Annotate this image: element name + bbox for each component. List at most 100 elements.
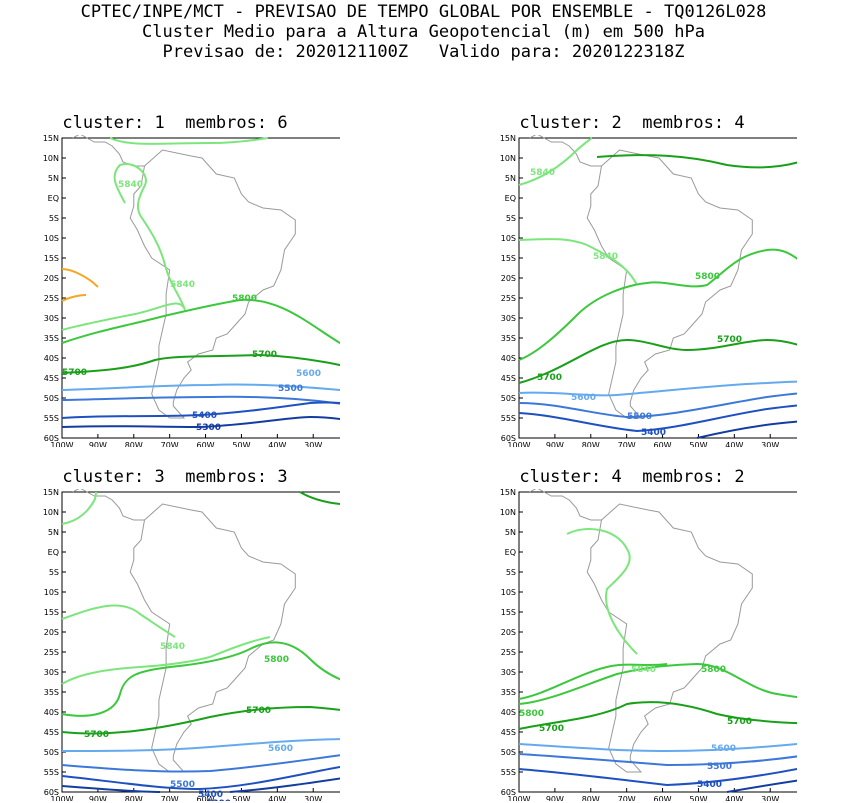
lon-tick-label: 100W [507,795,530,801]
contour-5880 [61,294,87,302]
lat-tick-label: 5N [505,174,516,183]
panel-title: cluster: 3 membros: 3 [62,467,288,487]
lat-tick-label: EQ [505,194,516,203]
contour-5600 [61,383,340,392]
lat-tick-label: 30S [44,668,59,677]
lat-tick-label: EQ [505,548,516,557]
lon-tick-label: 60W [197,441,215,447]
lat-tick-label: 15N [500,489,516,497]
contour-label: 5700 [727,717,752,727]
contour-5300 [61,415,340,429]
lat-tick-label: 5S [506,568,516,577]
cluster-panel-2: cluster: 2 membros: 4 15N 10N 5N EQ 5S 10S 15S… [467,113,797,448]
lat-tick-label: 35S [44,688,59,697]
lat-tick-label: 5N [48,528,59,537]
contour-label: 5800 [264,655,289,665]
lat-tick-label: 25S [501,294,516,303]
contour-label: 5300 [206,799,231,801]
contour-5880 [61,268,99,288]
coastline-outline [72,489,296,773]
lat-tick-label: 5S [506,214,516,223]
lon-tick-label: 90W [89,441,107,447]
contour-label: 5500 [627,412,652,422]
lon-tick-label: 30W [304,795,322,801]
map-plot: 15N 10N 5N EQ 5S 10S 15S 20S 25S 30S 35S 40S 45S 50S 5… [43,489,340,801]
contour-label: 5400 [192,411,217,421]
contour-5400 [518,404,797,433]
contour-label: 5700 [84,730,109,740]
contour-label: 5800 [519,709,544,719]
map-axes: 15N 10N 5N EQ 5S 10S 15S 20S 25S 30S 35S 40S 45S 50S 5… [43,135,323,447]
lon-tick-label: 70W [161,441,179,447]
contour-5300 [229,777,340,793]
lat-tick-label: 20S [501,628,516,637]
lat-tick-label: EQ [48,194,59,203]
lat-tick-label: 40S [501,708,516,717]
contour-label: 5700 [62,368,87,378]
contour-5800 [518,248,797,361]
lon-tick-label: 40W [268,795,286,801]
contour-label: 5840 [530,168,555,178]
lon-tick-label: 100W [50,441,73,447]
panel-title: cluster: 4 membros: 2 [519,467,745,487]
lat-tick-label: 30S [501,668,516,677]
coastline-outline [529,489,753,773]
contour-label: 5600 [268,744,293,754]
contour-label: 5840 [160,642,185,652]
lat-tick-label: 35S [44,334,59,343]
contour-label: 5700 [717,335,742,345]
contour-5600 [518,380,797,397]
contour-5840 [61,636,271,685]
contour-5840 [61,604,176,638]
contour-label: 5600 [711,744,736,754]
panel-title: cluster: 2 membros: 4 [519,113,745,133]
contour-label: 5500 [707,762,732,772]
contour-label: 5700 [539,724,564,734]
lat-tick-label: 50S [44,394,59,403]
lon-tick-label: 40W [725,441,743,447]
cluster-panel-4: cluster: 4 membros: 2 15N 10N 5N EQ 5S 10S 15S… [467,467,797,802]
lat-tick-label: 60S [44,434,59,443]
contour-5300 [726,779,797,793]
header-line-1: CPTEC/INPE/MCT - PREVISAO DE TEMPO GLOBA… [80,2,767,22]
map-plot: 15N 10N 5N EQ 5S 10S 15S 20S 25S 30S 35S 40S 45S 50S 5… [43,135,340,447]
lat-tick-label: 10S [44,234,59,243]
contour-5800 [61,298,340,345]
lat-tick-label: 40S [44,708,59,717]
lat-tick-label: 20S [44,274,59,283]
lon-tick-label: 90W [546,795,564,801]
lat-tick-label: 40S [44,354,59,363]
lon-tick-label: 30W [304,441,322,447]
lon-tick-label: 100W [507,441,530,447]
contour-label: 5700 [252,350,277,360]
header-line-2: Cluster Medio para a Altura Geopotencial… [142,22,705,42]
contour-5840 [61,163,186,331]
lat-tick-label: 10N [43,154,59,163]
lat-tick-label: 15S [44,608,59,617]
contour-5700 [61,353,340,374]
contour-5400 [61,401,340,419]
contour-label: 5400 [641,428,666,438]
lat-tick-label: EQ [48,548,59,557]
lon-tick-label: 40W [268,441,286,447]
lat-tick-label: 10N [43,508,59,517]
lat-tick-label: 10S [44,588,59,597]
lat-tick-label: 45S [501,728,516,737]
lon-tick-label: 60W [654,795,672,801]
lat-tick-label: 25S [44,294,59,303]
contour-label: 5300 [196,423,221,433]
south-america-coastline [72,489,296,773]
contour-label: 5700 [246,706,271,716]
contour-5500 [61,395,340,405]
lat-tick-label: 25S [44,648,59,657]
contour-5400 [61,765,340,791]
lon-tick-label: 80W [582,441,600,447]
lon-tick-label: 80W [125,441,143,447]
cluster-panel-1: cluster: 1 membros: 6 15N 10N 5N EQ 5S 10S 15S… [10,113,340,448]
lat-tick-label: 15N [43,489,59,497]
contour-5600 [61,738,340,752]
lat-tick-label: 60S [44,788,59,797]
lon-tick-label: 30W [761,795,779,801]
lat-tick-label: 55S [44,768,59,777]
lat-tick-label: 30S [44,314,59,323]
